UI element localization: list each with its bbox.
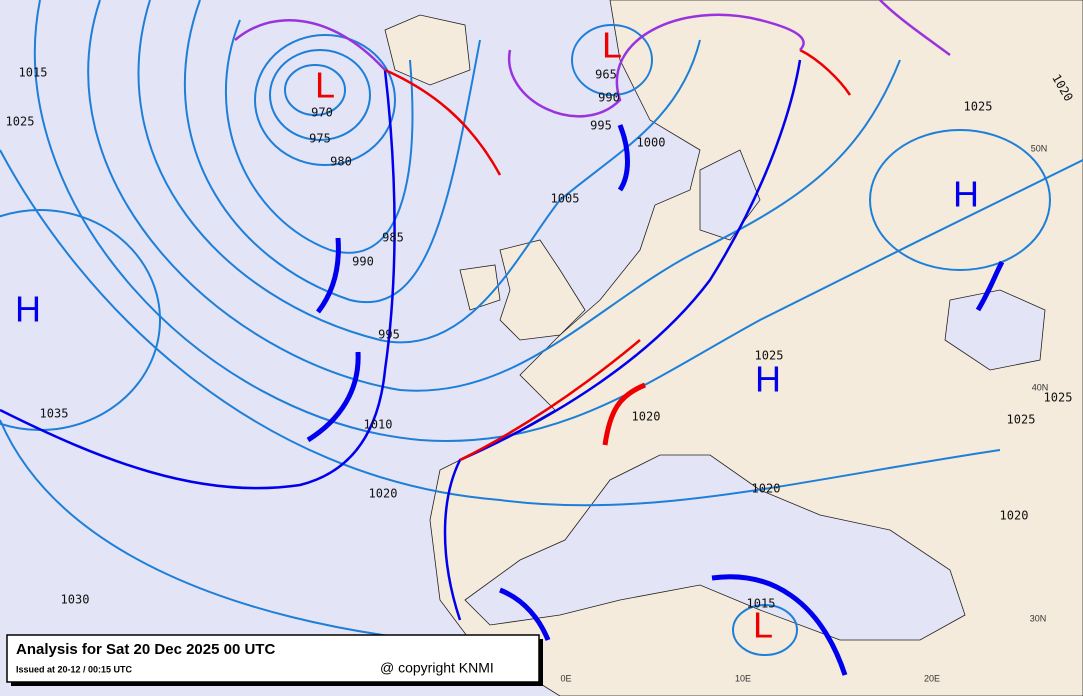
isobar	[0, 149, 1001, 507]
grid-label: 30N	[1030, 613, 1047, 623]
isobar	[571, 24, 653, 96]
isobar	[183, 0, 481, 303]
trough	[711, 574, 848, 676]
isobar-label: 990	[352, 255, 374, 269]
isobar	[869, 129, 1051, 271]
issued: Issued at 20-12 / 00:15 UTC	[16, 664, 133, 674]
isobar	[284, 64, 346, 116]
trough	[975, 260, 1005, 312]
iceland	[384, 14, 471, 86]
isobar-label: 1030	[61, 593, 90, 607]
land	[384, 0, 1083, 696]
isobar	[0, 419, 421, 641]
title-box	[6, 634, 540, 683]
isobar-label: 1015	[747, 597, 776, 611]
occluded-front	[879, 0, 951, 57]
isobar	[225, 19, 414, 254]
isobar	[87, 0, 901, 392]
copyright: @ copyright KNMI	[380, 660, 494, 676]
isobar-label: 1020	[752, 482, 781, 496]
isobar	[33, 0, 1083, 442]
isobar-label: 1025	[1044, 391, 1073, 405]
trough	[316, 237, 341, 314]
black-sea	[944, 289, 1046, 371]
isobar-label: 990	[598, 91, 620, 105]
grid-label: 50N	[1031, 143, 1048, 153]
mediterranean	[464, 454, 966, 641]
isobar-label: 1025	[964, 100, 993, 114]
pressure-center: H	[755, 359, 781, 400]
warm-front	[459, 339, 641, 462]
trough	[306, 351, 361, 443]
pressure-center: H	[953, 174, 979, 215]
fronts	[0, 0, 1005, 676]
isobar-label: 995	[590, 119, 612, 133]
cold-front	[0, 69, 396, 490]
trough	[602, 382, 646, 446]
isobar-label: 1025	[1007, 413, 1036, 427]
isobar-label: 1025	[755, 349, 784, 363]
isobar-label: 980	[330, 155, 352, 169]
isobar	[254, 34, 396, 166]
isobar	[137, 0, 701, 344]
isobars	[0, 0, 1083, 656]
isobar-label: 995	[378, 328, 400, 342]
isobar-label: 985	[382, 231, 404, 245]
isobar-label: 975	[309, 132, 331, 146]
pressure-center: L	[753, 605, 773, 646]
grid-label: 40N	[1032, 382, 1049, 392]
isobar	[269, 49, 371, 141]
isobar-label: 1035	[40, 407, 69, 421]
isobar-label: 1020	[1000, 509, 1029, 523]
isobar-label: 1020	[632, 410, 661, 424]
ireland	[459, 264, 501, 311]
isobar-label: 1005	[551, 192, 580, 206]
grid-label: 0E	[560, 673, 571, 683]
warm-front	[799, 48, 852, 96]
isobar-label: 1020	[369, 487, 398, 501]
labels: HLLHHL1015102597097598098599099596599099…	[6, 25, 1076, 684]
title: Analysis for Sat 20 Dec 2025 00 UTC	[16, 641, 275, 658]
pressure-center: L	[602, 25, 622, 66]
isobar	[732, 604, 798, 656]
pressure-center: H	[15, 289, 41, 330]
isobar-label: 1000	[637, 136, 666, 150]
isobar-label: 1015	[19, 66, 48, 80]
occluded-front	[234, 19, 386, 71]
trough	[499, 587, 551, 641]
cold-front	[443, 59, 802, 621]
great-britain	[499, 239, 586, 341]
grid-label: 20E	[924, 673, 940, 683]
warm-front	[384, 68, 502, 176]
occluded-front	[507, 13, 805, 118]
isobar-label: 1025	[6, 115, 35, 129]
isobar-label: 1010	[364, 418, 393, 432]
isobar-label: 965	[595, 68, 617, 82]
grid-label: 10E	[735, 673, 751, 683]
isobar-label: 970	[311, 106, 333, 120]
pressure-center: L	[315, 65, 335, 106]
trough	[617, 124, 630, 192]
